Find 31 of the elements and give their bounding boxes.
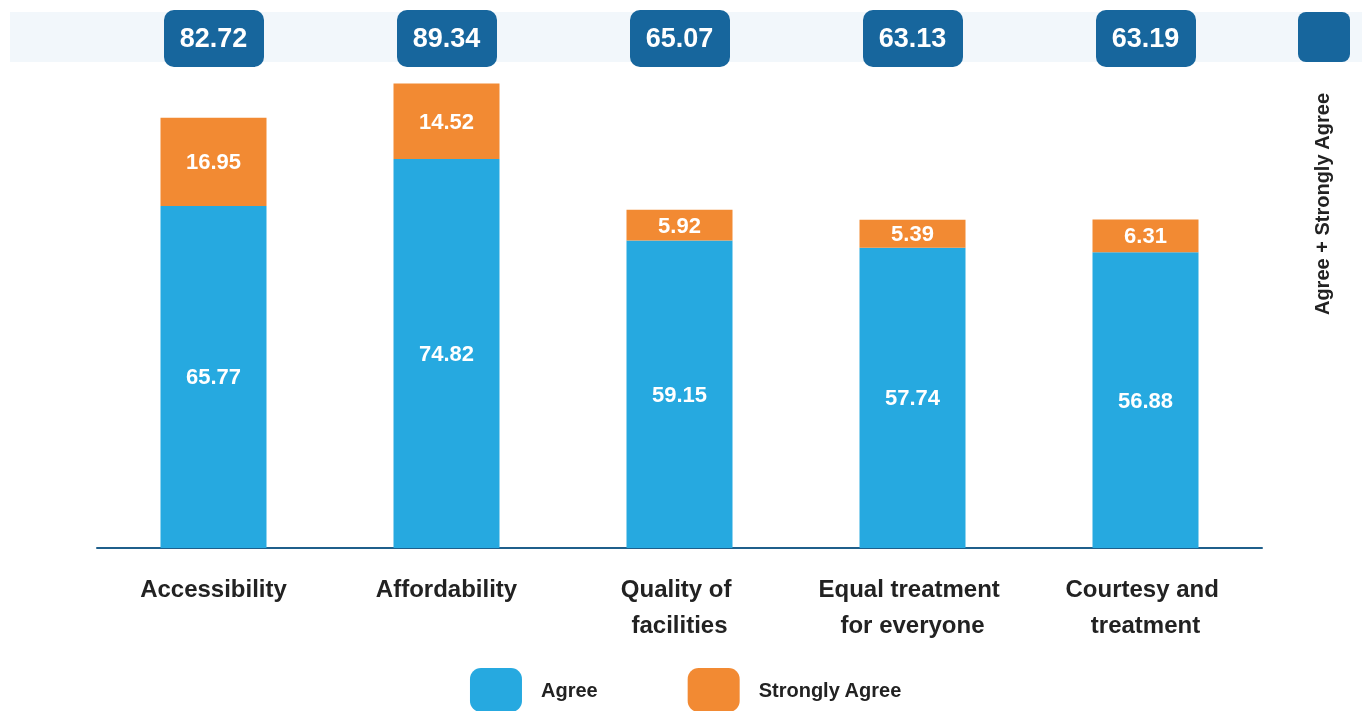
bar	[393, 83, 500, 159]
data-label: 74.82	[418, 340, 475, 366]
text: 63.13	[862, 10, 963, 67]
data-label: 59.15	[651, 381, 708, 407]
bar	[626, 240, 733, 548]
x-tick-label: Quality of facilities	[620, 574, 739, 638]
x-tick-label: Equal treatment for everyone	[818, 574, 1007, 638]
data-label: 14.52	[418, 108, 475, 134]
bar	[160, 206, 267, 548]
text: 82.72	[163, 10, 264, 67]
text: 89.34	[396, 10, 497, 67]
data-label: 57.74	[884, 385, 941, 411]
x-tick-label: Courtesy and treatment	[1065, 574, 1226, 638]
text: 63.19	[1095, 10, 1196, 67]
data-label: 16.95	[185, 149, 242, 175]
bar	[393, 158, 500, 548]
data-label: 5.39	[891, 221, 934, 247]
x-tick-label: Affordability	[375, 574, 518, 602]
data-label: 65.77	[185, 364, 242, 390]
x-tick-label: Accessibility	[140, 574, 288, 602]
legend-label: Agree	[540, 679, 598, 701]
bar	[160, 117, 267, 206]
data-label: 6.31	[1124, 223, 1167, 249]
data-label: 56.88	[1117, 387, 1174, 413]
data-label: 5.92	[658, 212, 701, 238]
bar	[859, 247, 966, 548]
text: Agree + Strongly Agree	[1310, 92, 1334, 316]
bar	[1092, 219, 1199, 253]
legend-label: Strongly Agree	[758, 679, 902, 701]
text: 65.07	[629, 10, 730, 67]
bar	[1092, 252, 1199, 548]
